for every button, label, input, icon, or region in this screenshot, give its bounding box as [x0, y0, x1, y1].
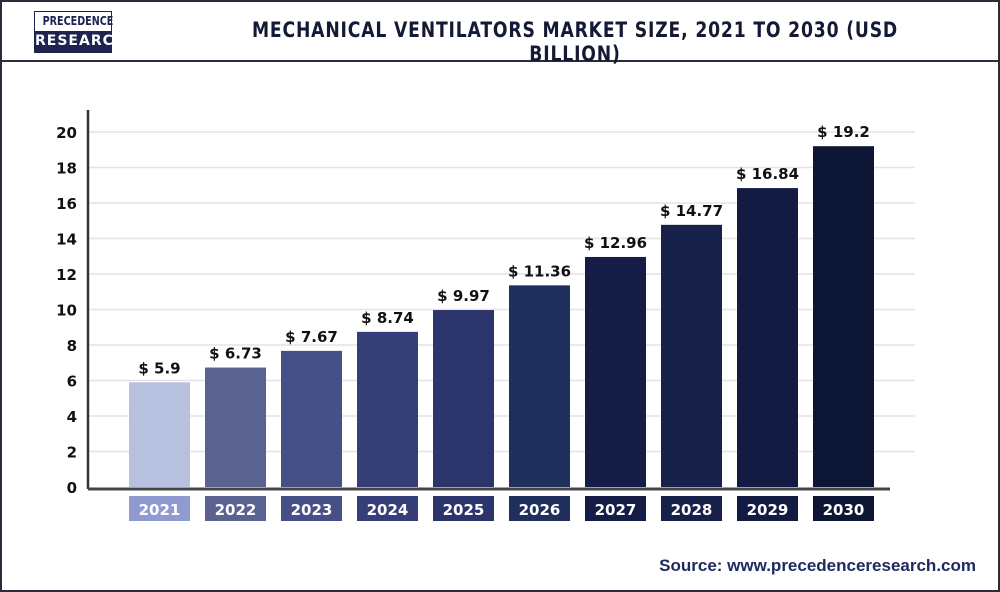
- logo-line1: PRECEDENCE: [42, 12, 113, 31]
- logo-line2: RESEARCH: [35, 31, 126, 52]
- bar-2023: [281, 350, 342, 487]
- x-tick-label: 2029: [747, 501, 789, 519]
- bar-2022: [205, 367, 266, 487]
- data-label: $ 9.97: [437, 287, 490, 305]
- y-tick-label: 16: [56, 195, 77, 213]
- y-tick-label: 10: [56, 302, 77, 320]
- data-label: $ 8.74: [361, 309, 414, 327]
- x-label-box: [661, 496, 722, 521]
- x-tick-label: 2028: [671, 501, 713, 519]
- header: PRECEDENCE RESEARCH MECHANICAL VENTILATO…: [2, 2, 998, 66]
- data-label: $ 5.9: [138, 359, 180, 377]
- data-label: $ 16.84: [736, 165, 799, 183]
- data-label: $ 12.96: [584, 234, 647, 252]
- y-tick-label: 14: [56, 231, 77, 249]
- x-tick-label: 2023: [291, 501, 333, 519]
- chart-title: MECHANICAL VENTILATORS MARKET SIZE, 2021…: [251, 18, 899, 66]
- bar-2027: [585, 256, 646, 487]
- precedence-research-logo: PRECEDENCE RESEARCH: [34, 11, 126, 53]
- bar-2028: [661, 224, 722, 487]
- y-tick-label: 4: [67, 408, 77, 426]
- bar-2025: [433, 310, 494, 487]
- y-tick-label: 0: [67, 479, 77, 497]
- y-tick-label: 2: [67, 444, 77, 462]
- x-label-box: [281, 496, 342, 521]
- x-tick-label: 2030: [823, 501, 865, 519]
- data-label: $ 6.73: [209, 345, 262, 363]
- x-tick-label: 2022: [215, 501, 257, 519]
- x-label-box: [129, 496, 190, 521]
- y-tick-label: 20: [56, 124, 77, 142]
- x-label-box: [585, 496, 646, 521]
- x-label-box: [509, 496, 570, 521]
- x-label-box: [813, 496, 874, 521]
- y-tick-label: 8: [67, 337, 77, 355]
- bar-2024: [357, 331, 418, 487]
- data-label: $ 19.2: [817, 123, 870, 141]
- x-tick-label: 2021: [139, 501, 181, 519]
- data-label: $ 7.67: [285, 328, 338, 346]
- y-tick-label: 18: [56, 160, 77, 178]
- x-tick-label: 2026: [519, 501, 561, 519]
- bar-2029: [737, 188, 798, 487]
- data-label: $ 11.36: [508, 262, 571, 280]
- x-tick-label: 2025: [443, 501, 485, 519]
- x-label-box: [357, 496, 418, 521]
- data-label: $ 14.77: [660, 202, 723, 220]
- y-tick-label: 12: [56, 266, 77, 284]
- source-text: Source: www.precedenceresearch.com: [659, 556, 976, 575]
- bar-2030: [813, 146, 874, 487]
- x-tick-label: 2024: [367, 501, 409, 519]
- bar-2026: [509, 285, 570, 487]
- bar-2021: [129, 382, 190, 487]
- x-label-box: [737, 496, 798, 521]
- y-tick-label: 6: [67, 373, 77, 391]
- x-label-box: [433, 496, 494, 521]
- x-label-box: [205, 496, 266, 521]
- x-tick-label: 2027: [595, 501, 637, 519]
